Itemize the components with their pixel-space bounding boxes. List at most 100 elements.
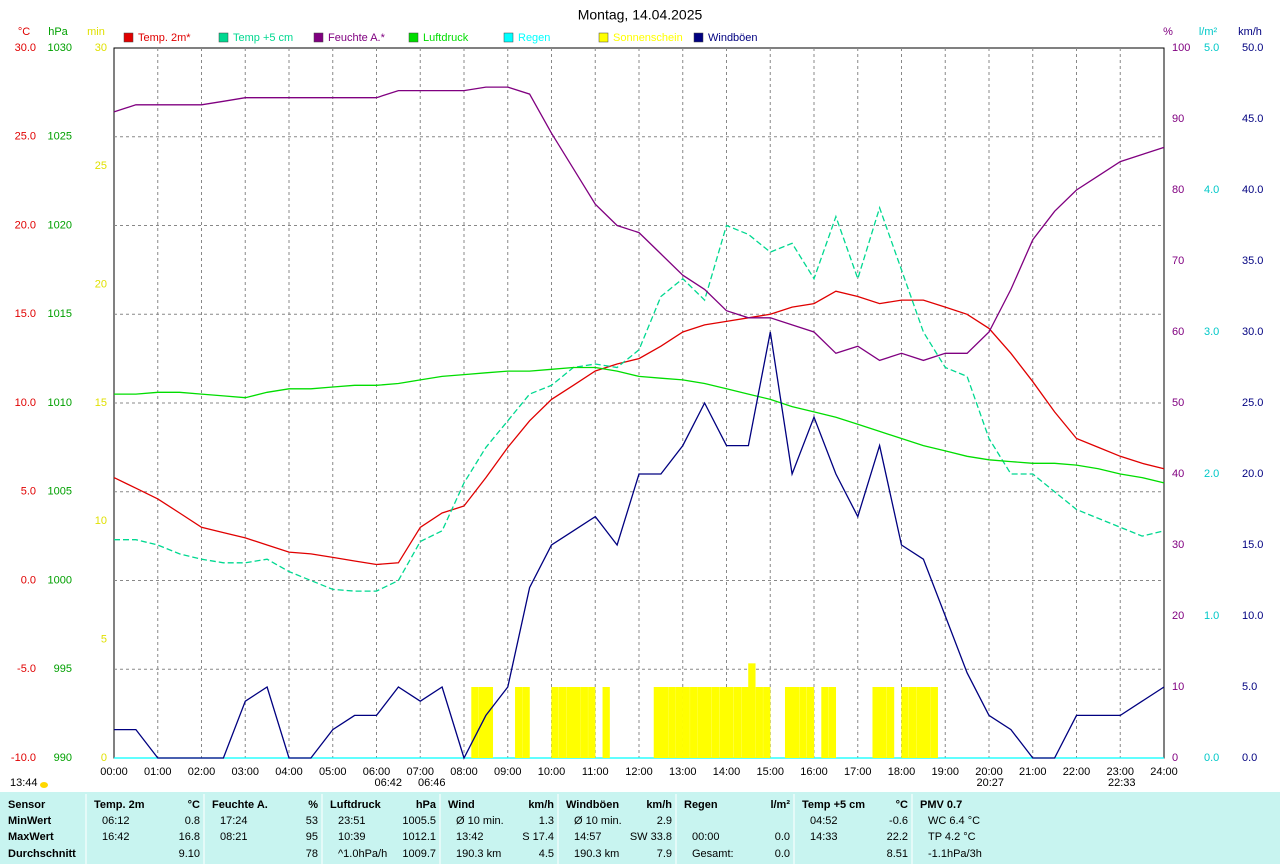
y-tick-label: 1025 bbox=[48, 131, 72, 143]
table-cell: 04:52 bbox=[810, 815, 838, 827]
table-cell: -1.1hPa/3h bbox=[928, 848, 982, 860]
sunshine-bar bbox=[733, 687, 742, 758]
sunshine-bar bbox=[551, 687, 559, 758]
table-cell: WC 6.4 °C bbox=[928, 815, 980, 827]
x-tick-label: 15:00 bbox=[756, 766, 784, 778]
sunshine-bar bbox=[828, 687, 837, 758]
sunshine-bar bbox=[704, 687, 712, 758]
x-tick-label: 14:00 bbox=[713, 766, 741, 778]
x-tick-label: 03:00 bbox=[231, 766, 259, 778]
x-tick-label: 21:00 bbox=[1019, 766, 1047, 778]
table-cell: 00:00 bbox=[692, 831, 720, 843]
x-tick-label: 01:00 bbox=[144, 766, 172, 778]
x-tick-label: 16:00 bbox=[800, 766, 828, 778]
table-cell: 16:42 bbox=[102, 831, 130, 843]
table-cell: 1012.1 bbox=[402, 831, 436, 843]
y-tick-label: 80 bbox=[1172, 184, 1184, 196]
sunshine-bar bbox=[558, 687, 567, 758]
y-tick-label: 0.0 bbox=[21, 574, 36, 586]
y-tick-label: 995 bbox=[54, 663, 72, 675]
table-header: Feuchte A. bbox=[212, 799, 268, 811]
sunshine-bar bbox=[784, 687, 793, 758]
x-tick-label: 19:00 bbox=[931, 766, 959, 778]
x-tick-label: 23:00 bbox=[1106, 766, 1134, 778]
x-tick-label: 09:00 bbox=[494, 766, 522, 778]
x-tick-label: 08:00 bbox=[450, 766, 478, 778]
sunshine-bar bbox=[588, 687, 596, 758]
axis-unit: km/h bbox=[1238, 26, 1262, 38]
y-tick-label: 30 bbox=[95, 42, 107, 54]
y-tick-label: 25 bbox=[95, 160, 107, 172]
y-tick-label: 35.0 bbox=[1242, 255, 1263, 267]
sunshine-bar bbox=[690, 687, 698, 758]
y-tick-label: 1020 bbox=[48, 219, 72, 231]
annotation: 20:27 bbox=[976, 777, 1004, 789]
table-header: Temp +5 cm bbox=[802, 799, 865, 811]
table-unit: km/h bbox=[646, 799, 672, 811]
y-tick-label: 5.0 bbox=[1204, 42, 1219, 54]
table-cell: Ø 10 min. bbox=[574, 815, 622, 827]
y-tick-label: -5.0 bbox=[17, 663, 36, 675]
series-line bbox=[113, 86, 1165, 362]
x-tick-label: 20:00 bbox=[975, 766, 1003, 778]
table-cell: Gesamt: bbox=[692, 848, 734, 860]
table-cell: 95 bbox=[306, 831, 318, 843]
sunshine-bar bbox=[879, 687, 887, 758]
y-tick-label: 1015 bbox=[48, 308, 72, 320]
legend-label: Feuchte A.* bbox=[328, 32, 386, 44]
table-cell: SW 33.8 bbox=[630, 831, 672, 843]
table-cell: 08:21 bbox=[220, 831, 248, 843]
y-tick-label: 990 bbox=[54, 752, 72, 764]
y-tick-label: 25.0 bbox=[1242, 397, 1263, 409]
y-tick-label: 10 bbox=[1172, 681, 1184, 693]
y-tick-label: 15 bbox=[95, 397, 107, 409]
table-cell: 23:51 bbox=[338, 815, 366, 827]
table-cell: -0.6 bbox=[889, 815, 908, 827]
y-tick-label: 20 bbox=[1172, 610, 1184, 622]
sunshine-bar bbox=[515, 687, 523, 758]
table-cell: 06:12 bbox=[102, 815, 130, 827]
axis-unit: °C bbox=[18, 26, 30, 38]
stats-panel bbox=[0, 792, 1280, 864]
series-line bbox=[114, 205, 1165, 592]
table-cell: 7.9 bbox=[657, 848, 672, 860]
y-tick-label: 5.0 bbox=[21, 486, 36, 498]
y-tick-label: 50.0 bbox=[1242, 42, 1263, 54]
sunshine-bar bbox=[485, 687, 494, 758]
table-cell: 0.8 bbox=[185, 815, 200, 827]
table-cell: 53 bbox=[306, 815, 318, 827]
y-tick-label: 30.0 bbox=[15, 42, 36, 54]
y-tick-label: 30.0 bbox=[1242, 326, 1263, 338]
legend-label: Luftdruck bbox=[423, 32, 469, 44]
annotation: 06:42 bbox=[374, 777, 402, 789]
y-tick-label: 1005 bbox=[48, 486, 72, 498]
table-cell: 13:42 bbox=[456, 831, 484, 843]
sunshine-bar bbox=[726, 687, 734, 758]
table-unit: % bbox=[308, 799, 318, 811]
axis-unit: min bbox=[87, 26, 105, 38]
sunshine-bar bbox=[719, 687, 727, 758]
table-cell: 190.3 km bbox=[574, 848, 619, 860]
sunshine-bar bbox=[908, 687, 917, 758]
y-tick-label: 0.0 bbox=[1204, 752, 1219, 764]
table-header: Temp. 2m bbox=[94, 799, 145, 811]
sunshine-bar bbox=[471, 687, 479, 758]
axis-unit: l/m² bbox=[1199, 26, 1218, 38]
x-tick-label: 18:00 bbox=[888, 766, 916, 778]
table-header: Wind bbox=[448, 799, 475, 811]
table-cell: Ø 10 min. bbox=[456, 815, 504, 827]
y-tick-label: -10.0 bbox=[11, 752, 36, 764]
table-cell: 14:57 bbox=[574, 831, 602, 843]
y-tick-label: 90 bbox=[1172, 113, 1184, 125]
sunshine-bar bbox=[901, 687, 909, 758]
sunshine-bar bbox=[930, 687, 938, 758]
x-tick-label: 06:00 bbox=[363, 766, 391, 778]
x-tick-label: 07:00 bbox=[406, 766, 434, 778]
x-tick-label: 05:00 bbox=[319, 766, 347, 778]
legend-label: Windböen bbox=[708, 32, 758, 44]
sunshine-bar bbox=[660, 687, 669, 758]
table-cell: 4.5 bbox=[539, 848, 554, 860]
table-cell: 190.3 km bbox=[456, 848, 501, 860]
table-header: PMV 0.7 bbox=[920, 799, 962, 811]
sunshine-bar bbox=[668, 687, 676, 758]
